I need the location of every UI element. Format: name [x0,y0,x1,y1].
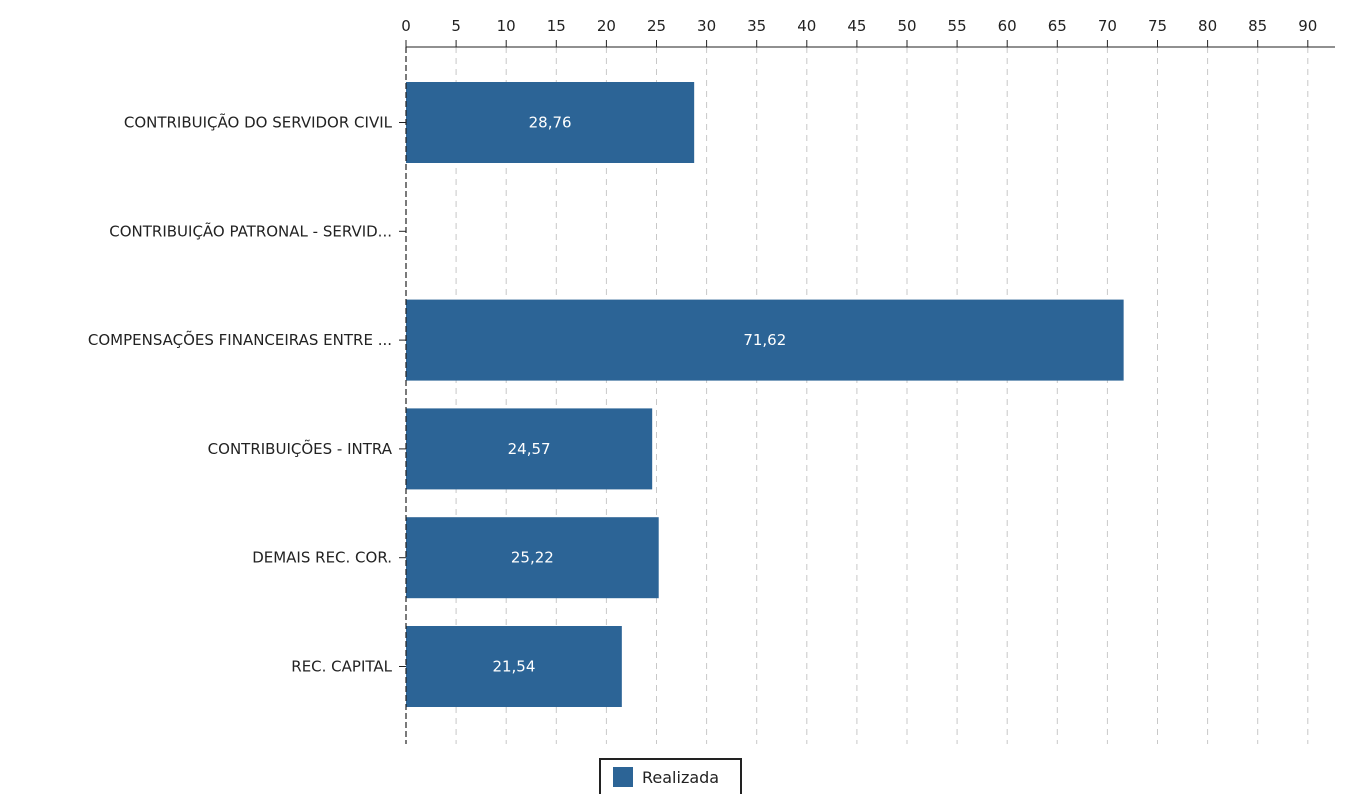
bars: 28,76 71,62 24,57 25,22 21,54 [406,82,1124,707]
x-tick-label: 40 [797,17,816,35]
axes: 0 5 10 15 20 25 30 35 40 45 50 55 60 65 70 75 80 85 90 CONT… [88,17,1335,744]
category-label: CONTRIBUIÇÕES - INTRA [208,439,393,458]
bar-value-label: 21,54 [492,658,535,676]
bar [406,626,622,707]
x-tick-label: 75 [1148,17,1167,35]
x-tick-label: 35 [747,17,766,35]
x-tick-label: 10 [497,17,516,35]
legend-label: Realizada [642,767,720,787]
x-tick-label: 90 [1298,17,1317,35]
category-label: COMPENSAÇÕES FINANCEIRAS ENTRE ... [88,330,392,349]
x-tick-label: 45 [847,17,866,35]
x-tick-label: 20 [597,17,616,35]
category-label: CONTRIBUIÇÃO PATRONAL - SERVID... [109,221,392,240]
x-tick-label: 50 [897,17,916,35]
legend: Realizada [599,758,742,794]
bar-value-label: 25,22 [511,549,554,567]
bar-value-label: 71,62 [743,331,786,349]
x-tick-label: 65 [1048,17,1067,35]
category-label: REC. CAPITAL [291,658,392,676]
bar [406,408,653,490]
x-tick-label: 0 [401,17,411,35]
x-tick-label: 25 [647,17,666,35]
x-tick-label: 80 [1198,17,1217,35]
category-label: CONTRIBUIÇÃO DO SERVIDOR CIVIL [124,113,393,132]
x-tick-label: 30 [697,17,716,35]
bar [406,517,659,599]
legend-swatch [613,767,633,787]
bar [406,299,1124,381]
x-tick-label: 85 [1248,17,1267,35]
category-label: DEMAIS REC. COR. [252,549,392,567]
bar [406,82,695,163]
x-tick-label: 5 [451,17,461,35]
bar-value-label: 28,76 [529,114,572,132]
x-tick-label: 60 [998,17,1017,35]
x-tick-label: 55 [948,17,967,35]
x-tick-label: 15 [547,17,566,35]
x-tick-label: 70 [1098,17,1117,35]
bar-value-label: 24,57 [508,440,551,458]
